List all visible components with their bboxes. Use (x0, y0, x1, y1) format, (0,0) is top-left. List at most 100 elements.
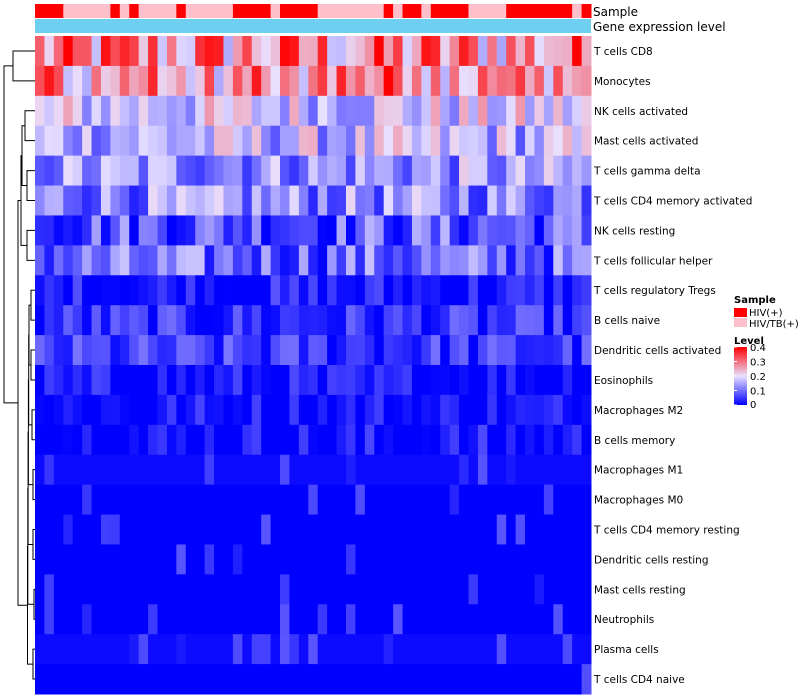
heatmap-cell (581, 125, 592, 157)
heatmap-cell (374, 514, 385, 545)
heatmap-cell (176, 215, 187, 246)
heatmap-cell (63, 514, 74, 545)
heatmap-cell (496, 604, 507, 635)
heatmap-cell (138, 275, 149, 306)
heatmap-cell (515, 454, 526, 486)
heatmap-cell (383, 544, 394, 575)
heatmap-cell (487, 185, 498, 216)
heatmap-cell (251, 335, 262, 366)
heatmap-cell (53, 394, 64, 426)
heatmap-cell (35, 634, 45, 665)
heatmap-cell (223, 215, 234, 246)
heatmap-cell (515, 125, 526, 157)
heatmap-cell (477, 604, 488, 635)
sample-cell (270, 4, 281, 18)
heatmap-cell (468, 514, 479, 545)
heatmap-cell (72, 95, 83, 127)
heatmap-cell (63, 454, 74, 486)
heatmap-cell (110, 95, 121, 127)
heatmap-cell (317, 185, 328, 216)
heatmap-cell (242, 305, 253, 336)
heatmap-cell (553, 574, 564, 605)
heatmap-cell (280, 604, 290, 635)
heatmap-cell (100, 484, 111, 516)
heatmap-cell (496, 95, 507, 127)
heatmap-cell (468, 365, 479, 396)
heatmap-cell (308, 604, 319, 635)
heatmap-cell (543, 604, 554, 635)
heatmap-cell (214, 215, 224, 246)
heatmap-cell (374, 664, 385, 695)
heatmap-cell (223, 424, 234, 456)
heatmap-cell (223, 365, 234, 396)
heatmap-cell (166, 215, 177, 246)
heatmap-cell (496, 215, 507, 246)
heatmap-cell (176, 36, 187, 67)
heatmap-cell (119, 185, 130, 216)
heatmap-cell (402, 514, 413, 545)
heatmap-cell (251, 604, 262, 635)
heatmap-cell (543, 574, 554, 605)
heatmap-cell (345, 95, 356, 127)
heatmap-cell (449, 424, 460, 456)
heatmap-cell (515, 275, 526, 306)
heatmap-cell (487, 604, 498, 635)
heatmap-cell (355, 454, 366, 486)
heatmap-cell (506, 36, 517, 67)
heatmap-cell (119, 335, 130, 366)
heatmap-cell (487, 664, 498, 695)
heatmap-cell (214, 484, 224, 516)
heatmap-cell (581, 155, 592, 187)
row-label: Eosinophils (594, 375, 653, 387)
heatmap-cell (411, 245, 422, 276)
heatmap-cell (138, 185, 149, 216)
gene-expression-annotation-bar (35, 19, 591, 33)
heatmap-cell (581, 95, 592, 127)
sample-cell (421, 4, 432, 18)
heatmap-cell (308, 245, 319, 276)
heatmap-cell (44, 454, 55, 486)
legend-sample-title: Sample (734, 295, 776, 306)
heatmap-cell (374, 365, 385, 396)
heatmap-cell (280, 245, 290, 276)
heatmap-cell (223, 664, 234, 695)
heatmap-cell (82, 454, 93, 486)
heatmap-cell (572, 424, 583, 456)
heatmap-cell (35, 245, 45, 276)
heatmap-cell (176, 95, 187, 127)
heatmap-cell (543, 394, 554, 426)
heatmap-cell (82, 65, 93, 97)
heatmap-cell (459, 574, 469, 605)
heatmap-cell (138, 634, 149, 665)
heatmap-cell (421, 65, 432, 97)
heatmap-cell (402, 245, 413, 276)
heatmap-cell (459, 36, 469, 67)
dendrogram-branch (3, 65, 18, 404)
heatmap-cell (506, 215, 517, 246)
heatmap-cell (440, 664, 451, 695)
heatmap-cell (148, 454, 159, 486)
heatmap-cell (119, 454, 130, 486)
legend: Sample HIV(+) HIV/TB(+) Level 0.40.30.20… (734, 295, 799, 411)
heatmap-cell (44, 664, 55, 695)
heatmap-cell (176, 604, 187, 635)
heatmap-cell (176, 664, 187, 695)
heatmap-cell (449, 245, 460, 276)
heatmap-cell (308, 634, 319, 665)
heatmap-cell (176, 574, 187, 605)
heatmap-cell (289, 95, 300, 127)
heatmap-cell (487, 574, 498, 605)
heatmap-cell (468, 454, 479, 486)
heatmap-cell (534, 574, 545, 605)
heatmap-cell (129, 574, 140, 605)
heatmap-cell (204, 574, 215, 605)
heatmap-cell (543, 305, 554, 336)
heatmap-cell (35, 185, 45, 216)
heatmap-cell (280, 335, 290, 366)
heatmap-cell (345, 305, 356, 336)
heatmap-cell (430, 394, 441, 426)
heatmap-cell (440, 634, 451, 665)
heatmap-cell (364, 125, 375, 157)
heatmap-cell (72, 245, 83, 276)
heatmap-cell (317, 454, 328, 486)
